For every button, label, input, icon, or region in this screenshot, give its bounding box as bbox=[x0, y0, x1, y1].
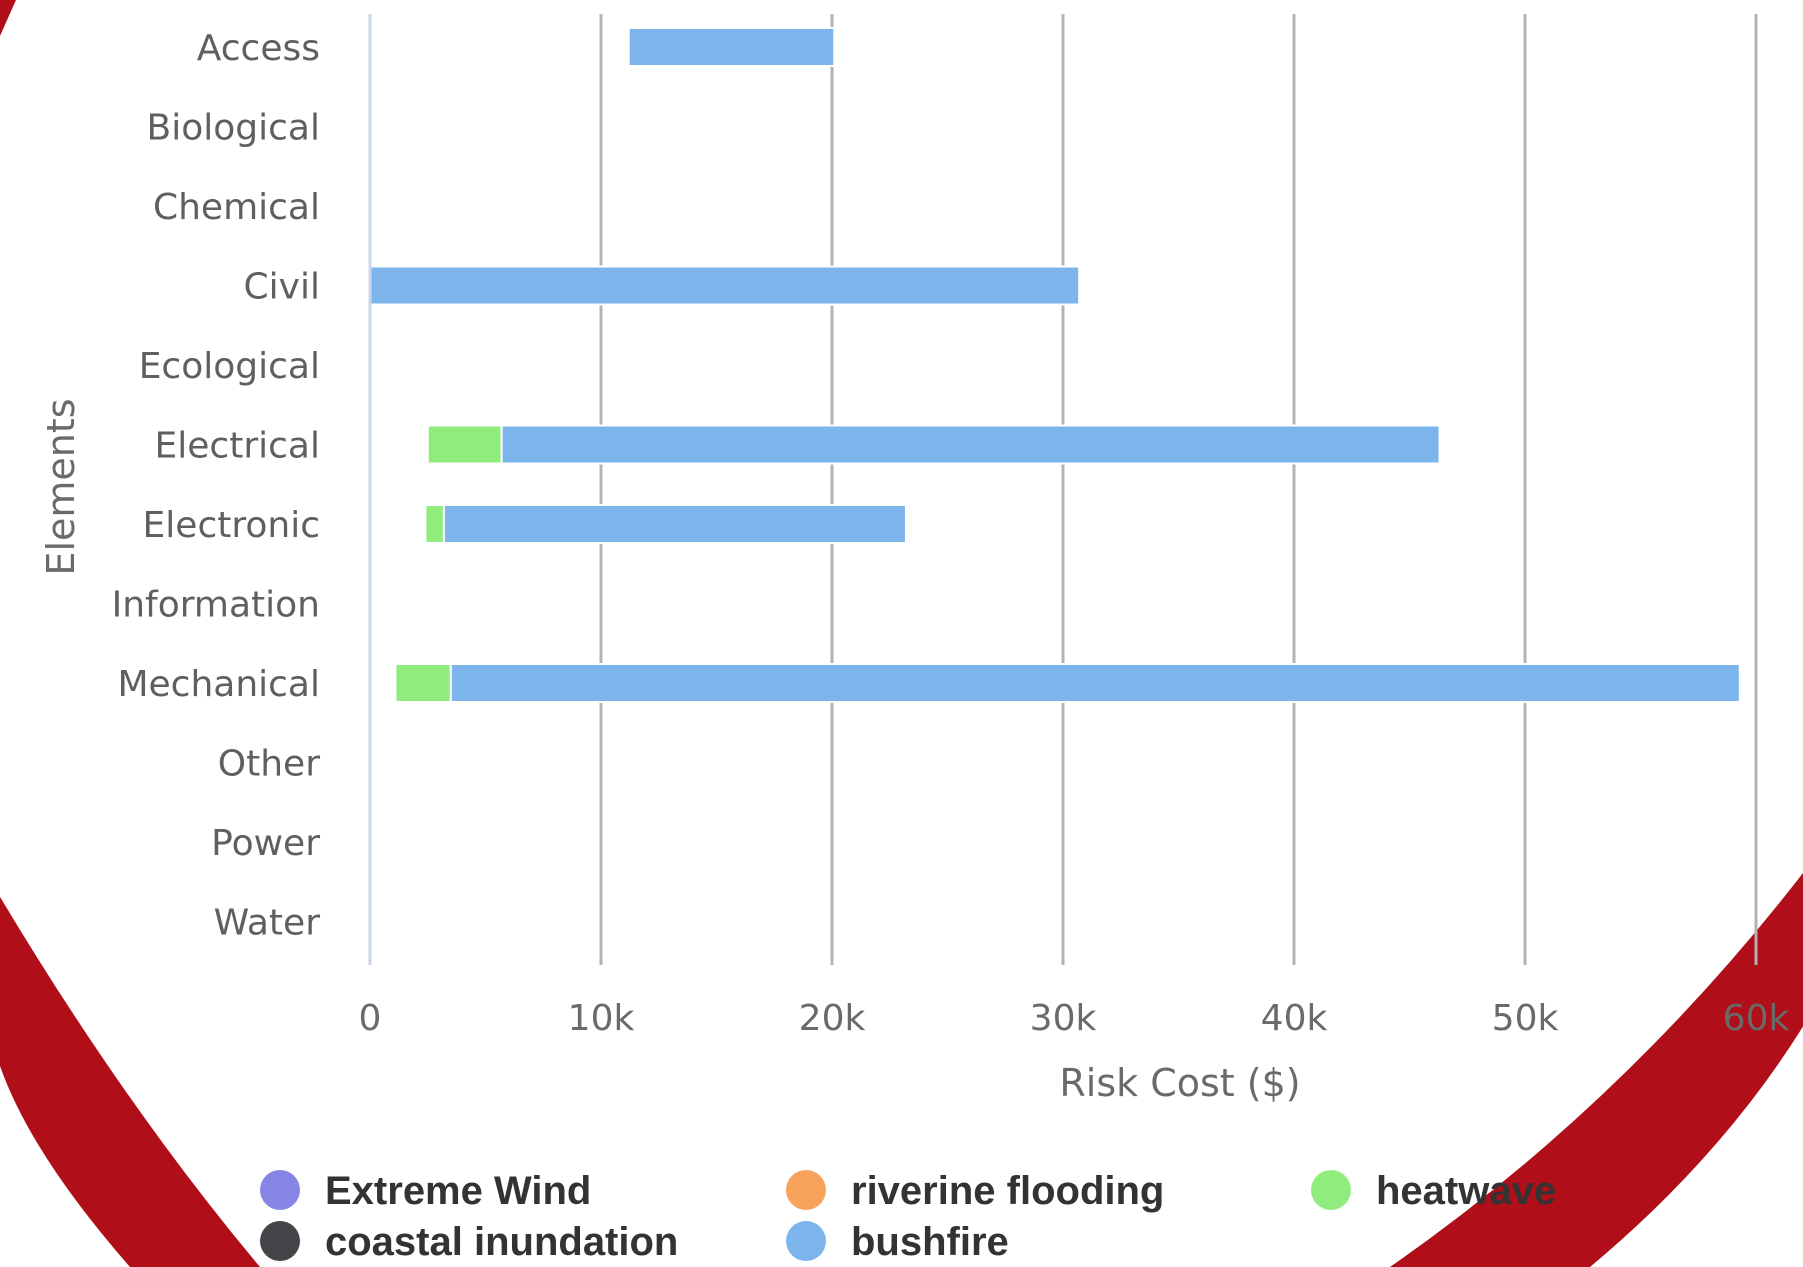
legend-marker bbox=[786, 1170, 826, 1210]
x-tick-label: 40k bbox=[1261, 998, 1328, 1039]
category-label: Electronic bbox=[143, 505, 320, 546]
x-tick-label: 60k bbox=[1723, 998, 1790, 1039]
legend-marker bbox=[260, 1221, 300, 1261]
legend-label: coastal inundation bbox=[325, 1220, 678, 1264]
category-label: Water bbox=[214, 903, 321, 944]
ring-arc-right bbox=[1390, 872, 1803, 1267]
legend-label: bushfire bbox=[851, 1220, 1009, 1264]
ring-arc-left bbox=[0, 896, 260, 1267]
bar-segment bbox=[627, 27, 836, 67]
y-axis-title: Elements bbox=[39, 398, 83, 575]
x-tick-label: 0 bbox=[359, 998, 382, 1039]
category-label: Mechanical bbox=[117, 664, 320, 705]
legend-label: heatwave bbox=[1376, 1169, 1556, 1213]
x-tick-label: 50k bbox=[1492, 998, 1559, 1039]
bar-segment bbox=[424, 504, 445, 544]
category-label: Power bbox=[211, 823, 320, 864]
legend-marker bbox=[786, 1221, 826, 1261]
category-label: Ecological bbox=[139, 346, 320, 387]
bar-segment bbox=[394, 663, 452, 703]
bar-segment bbox=[369, 265, 1081, 306]
legend-label: Extreme Wind bbox=[325, 1169, 591, 1213]
category-label: Biological bbox=[147, 108, 320, 149]
bar-segment bbox=[500, 424, 1441, 465]
category-label: Access bbox=[197, 28, 320, 69]
category-label: Information bbox=[112, 585, 320, 626]
category-label: Other bbox=[218, 744, 320, 785]
category-labels: Access Biological Chemical Civil Ecological E… bbox=[112, 28, 321, 944]
ring-arc-top-left bbox=[0, 0, 16, 36]
category-label: Chemical bbox=[153, 187, 320, 228]
category-label: Civil bbox=[244, 267, 320, 308]
bars bbox=[369, 27, 1741, 703]
bar-segment bbox=[442, 504, 907, 544]
x-tick-label: 20k bbox=[799, 998, 866, 1039]
x-tick-labels: 0 10k 20k 30k 40k 50k 60k bbox=[359, 998, 1790, 1039]
x-tick-label: 10k bbox=[568, 998, 635, 1039]
bar-segment bbox=[449, 663, 1741, 703]
legend-marker bbox=[260, 1170, 300, 1210]
x-tick-label: 30k bbox=[1030, 998, 1097, 1039]
category-label: Electrical bbox=[155, 426, 320, 467]
bar-segment bbox=[426, 424, 503, 465]
x-axis-title: Risk Cost ($) bbox=[1059, 1061, 1300, 1105]
legend-label: riverine flooding bbox=[851, 1169, 1164, 1213]
legend-marker bbox=[1311, 1170, 1351, 1210]
legend: Extreme Wind riverine flooding heatwave coa… bbox=[260, 1169, 1556, 1264]
gridlines bbox=[599, 14, 1758, 965]
